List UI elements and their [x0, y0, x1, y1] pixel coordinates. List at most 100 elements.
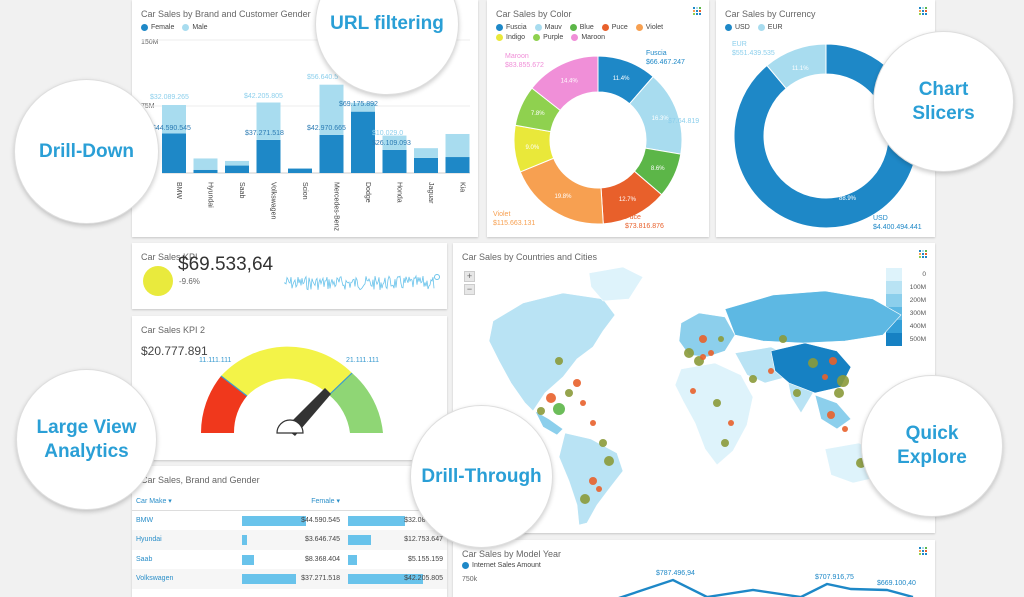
city-marker[interactable]	[555, 357, 563, 365]
slice-pct: 19.8%	[554, 194, 572, 200]
legend-item-usd[interactable]: USD	[725, 24, 750, 31]
scale-step: 200M	[886, 294, 926, 307]
legend-item-purple[interactable]: Purple	[533, 34, 563, 41]
chart-menu-icon[interactable]	[919, 7, 928, 16]
male-bar	[348, 554, 357, 565]
city-marker[interactable]	[793, 389, 801, 397]
bar-male[interactable]	[319, 84, 344, 135]
city-marker[interactable]	[721, 439, 729, 447]
bar-male[interactable]	[382, 135, 407, 150]
city-marker[interactable]	[580, 494, 590, 504]
cell-make[interactable]: Volkswagen	[132, 569, 238, 589]
city-marker[interactable]	[713, 399, 721, 407]
city-marker[interactable]	[842, 426, 848, 432]
column-header-female[interactable]: Female ▾	[238, 491, 344, 511]
city-marker[interactable]	[768, 368, 774, 374]
city-marker[interactable]	[834, 388, 844, 398]
legend-item-indigo[interactable]: Indigo	[496, 34, 525, 41]
zoom-in-button[interactable]: +	[464, 271, 475, 282]
bar-female[interactable]	[445, 157, 470, 173]
legend-item-fuscia[interactable]: Fuscia	[496, 24, 527, 31]
bar-female[interactable]	[193, 169, 218, 173]
table-row[interactable]: Saab $8.368.404 $5.155.159	[132, 550, 447, 570]
brand-gender-title: Car Sales by Brand and Customer Gender	[141, 9, 311, 19]
bar-male[interactable]	[256, 102, 281, 140]
city-marker[interactable]	[589, 477, 597, 485]
chart-menu-icon[interactable]	[919, 250, 928, 259]
region-europe	[678, 312, 736, 358]
donut-slice[interactable]	[531, 55, 599, 112]
bar-male[interactable]	[414, 148, 438, 158]
city-marker[interactable]	[546, 393, 556, 403]
city-marker[interactable]	[822, 374, 828, 380]
zoom-out-button[interactable]: −	[464, 284, 475, 295]
bar-male[interactable]	[351, 102, 375, 112]
chart-menu-icon[interactable]	[919, 547, 928, 556]
city-marker[interactable]	[599, 439, 607, 447]
bar-female[interactable]	[351, 111, 375, 173]
bar-female[interactable]	[256, 139, 281, 173]
legend-item-eur[interactable]: EUR	[757, 24, 783, 31]
city-marker[interactable]	[829, 357, 837, 365]
slice-pct: 8.6%	[651, 166, 665, 172]
column-header-make[interactable]: Car Make ▾	[132, 491, 238, 511]
x-tick-label: Mercedes-Benz	[333, 182, 340, 232]
city-marker[interactable]	[808, 358, 818, 368]
city-marker[interactable]	[708, 350, 714, 356]
legend-item-mauv[interactable]: Mauv	[534, 24, 562, 31]
bar-female[interactable]	[225, 165, 249, 173]
table-row[interactable]: BMW $44.590.545 $32.089.265	[132, 511, 447, 531]
cell-make[interactable]: BMW	[136, 517, 154, 524]
table-row[interactable]: Volkswagen $37.271.518 $42.205.805	[132, 569, 447, 589]
city-marker[interactable]	[837, 375, 849, 387]
legend-item-violet[interactable]: Violet	[635, 24, 663, 31]
table-row[interactable]: Hyundai $3.646.745 $12.753.647	[132, 530, 447, 550]
bar-female[interactable]	[162, 133, 186, 173]
donut-slice[interactable]	[766, 43, 827, 90]
bar-female[interactable]	[414, 157, 438, 173]
city-marker[interactable]	[565, 389, 573, 397]
city-marker[interactable]	[749, 375, 757, 383]
city-marker[interactable]	[590, 420, 596, 426]
city-marker[interactable]	[718, 336, 724, 342]
data-label: $44.590.545	[152, 125, 191, 132]
legend-item-internet-sales[interactable]: Internet Sales Amount	[462, 562, 541, 569]
legend-item-blue[interactable]: Blue	[569, 24, 594, 31]
bar-female[interactable]	[319, 134, 344, 173]
chart-menu-icon[interactable]	[693, 7, 702, 16]
y-tick-label: 150M	[141, 39, 159, 46]
bar-female[interactable]	[288, 168, 312, 173]
donut-slice[interactable]	[519, 157, 604, 225]
world-map[interactable]	[453, 243, 935, 533]
bar-male[interactable]	[162, 104, 186, 134]
region-africa	[674, 362, 754, 466]
city-marker[interactable]	[553, 403, 565, 415]
legend-item-maroon[interactable]: Maroon	[571, 34, 605, 41]
city-marker[interactable]	[700, 354, 706, 360]
cell-make[interactable]: Hyundai	[132, 530, 238, 550]
legend-item-male[interactable]: Male	[182, 24, 208, 31]
cell-make[interactable]: Saab	[136, 555, 153, 563]
slice-pct: 14.4%	[561, 79, 579, 85]
legend-item-female[interactable]: Female	[141, 24, 174, 31]
city-marker[interactable]	[728, 420, 734, 426]
bar-male[interactable]	[445, 133, 470, 158]
legend-item-puce[interactable]: Puce	[601, 24, 628, 31]
bar-male[interactable]	[225, 160, 249, 166]
currency-title: Car Sales by Currency	[725, 9, 816, 19]
city-marker[interactable]	[573, 379, 581, 387]
city-marker[interactable]	[596, 486, 602, 492]
city-marker[interactable]	[684, 348, 694, 358]
city-marker[interactable]	[604, 456, 614, 466]
bar-female[interactable]	[382, 149, 407, 173]
city-marker[interactable]	[690, 388, 696, 394]
legend-swatch	[571, 34, 579, 41]
bar-male[interactable]	[193, 158, 218, 170]
city-marker[interactable]	[827, 411, 835, 419]
city-marker[interactable]	[537, 407, 545, 415]
sales-table: Car Make ▾ Female ▾ BMW $44.590.545 $32.…	[132, 491, 447, 589]
city-marker[interactable]	[779, 335, 787, 343]
city-marker[interactable]	[580, 400, 586, 406]
city-marker[interactable]	[699, 335, 707, 343]
region-north-america	[488, 292, 616, 412]
